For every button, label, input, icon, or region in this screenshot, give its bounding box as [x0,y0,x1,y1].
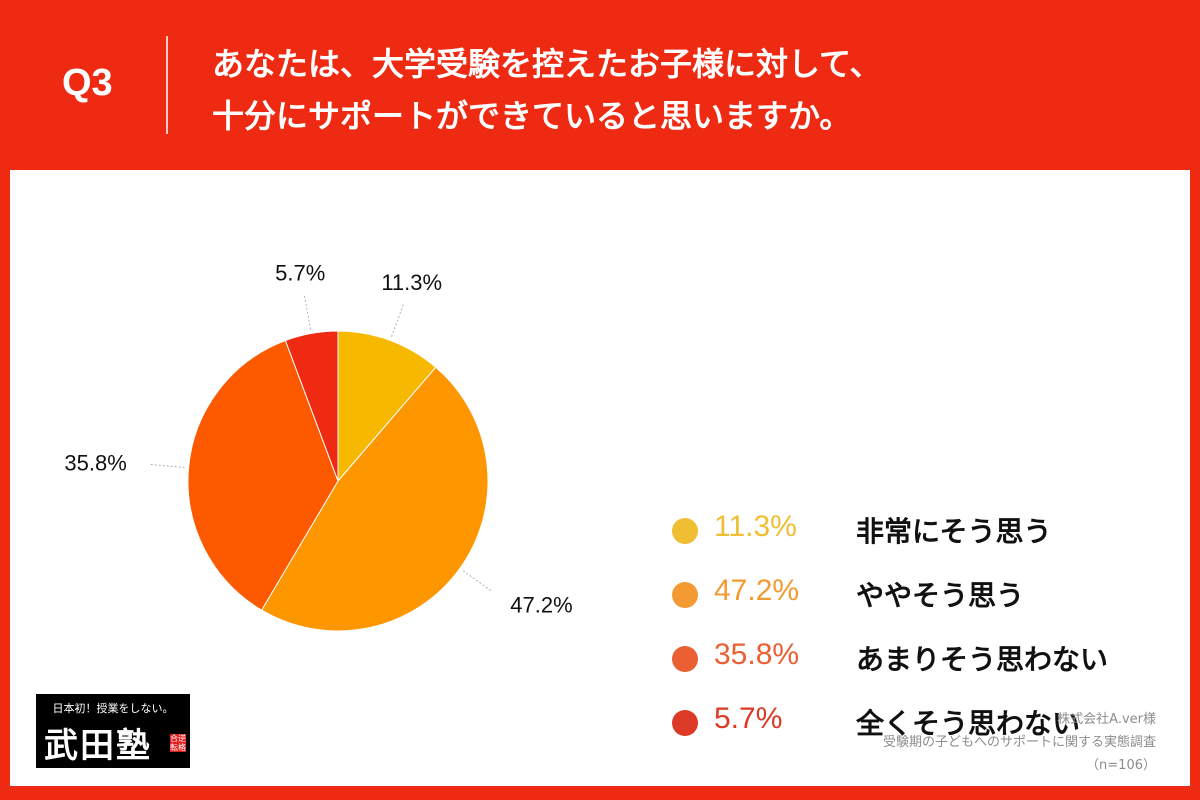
legend-value: 11.3% [714,510,797,543]
logo-name: 武田塾 [44,726,152,766]
question-number: Q3 [62,62,113,104]
legend-swatch-icon [672,518,698,544]
legend-label: あまりそう思わない [856,643,1109,676]
legend-value: 47.2% [714,574,800,607]
leader-line [148,463,185,468]
logo-tagline: 日本初！授業をしない。 [52,702,174,715]
header-divider [166,36,168,134]
pie-slice [260,366,489,632]
source-company: 株式会社A.ver様 [1057,712,1156,727]
legend-item: 35.8% あまりそう思わない [670,628,1170,692]
legend-item: 5.7% 全くそう思わない [670,692,1170,756]
slice-data-label: 5.7% [275,260,325,285]
chart-panel: 11.3% 47.2% 35.8% 5.7% 11.3% 非常にそう思う 47.2% … [10,170,1190,786]
legend-label: 全くそう思わない [856,707,1081,740]
question-text: あなたは、大学受験を控えたお子様に対して、 十分にサポートができていると思います… [212,38,1172,142]
source-note: 株式会社A.ver様 受験期の子どもへのサポートに関する実態調査 （n=106） [696,708,1156,777]
logo-badge: 合逆転格 [170,734,186,752]
source-survey: 受験期の子どもへのサポートに関する実態調査 [882,735,1156,750]
legend-label: ややそう思う [856,579,1025,612]
legend-value: 35.8% [714,638,800,671]
pie-slice [337,330,437,483]
legend-label: 非常にそう思う [856,515,1052,548]
legend-item: 11.3% 非常にそう思う [670,500,1170,564]
leader-line [303,293,312,330]
question-line-2: 十分にサポートができていると思いますか。 [212,97,852,135]
slice-data-label: 35.8% [64,450,126,475]
source-sample: （n=106） [1086,758,1156,773]
legend-swatch-icon [672,646,698,672]
pie-slice [187,339,339,611]
chart-legend: 11.3% 非常にそう思う 47.2% ややそう思う 35.8% あまりそう思わ… [670,500,1170,756]
legend-swatch-icon [672,582,698,608]
pie-chart: 11.3% 47.2% 35.8% 5.7% [64,260,573,632]
legend-value: 5.7% [714,702,783,735]
brand-logo: 日本初！授業をしない。 武田塾 合逆転格 [36,694,190,768]
slice-data-label: 11.3% [381,270,442,295]
legend-item: 47.2% ややそう思う [670,564,1170,628]
leader-line [391,302,405,337]
question-header: Q3 あなたは、大学受験を控えたお子様に対して、 十分にサポートができていると思… [0,0,1200,170]
question-line-1: あなたは、大学受験を控えたお子様に対して、 [212,45,882,83]
leader-line [462,570,493,593]
legend-swatch-icon [672,710,698,736]
pie-slice [284,330,339,482]
slice-data-label: 47.2% [510,593,572,618]
